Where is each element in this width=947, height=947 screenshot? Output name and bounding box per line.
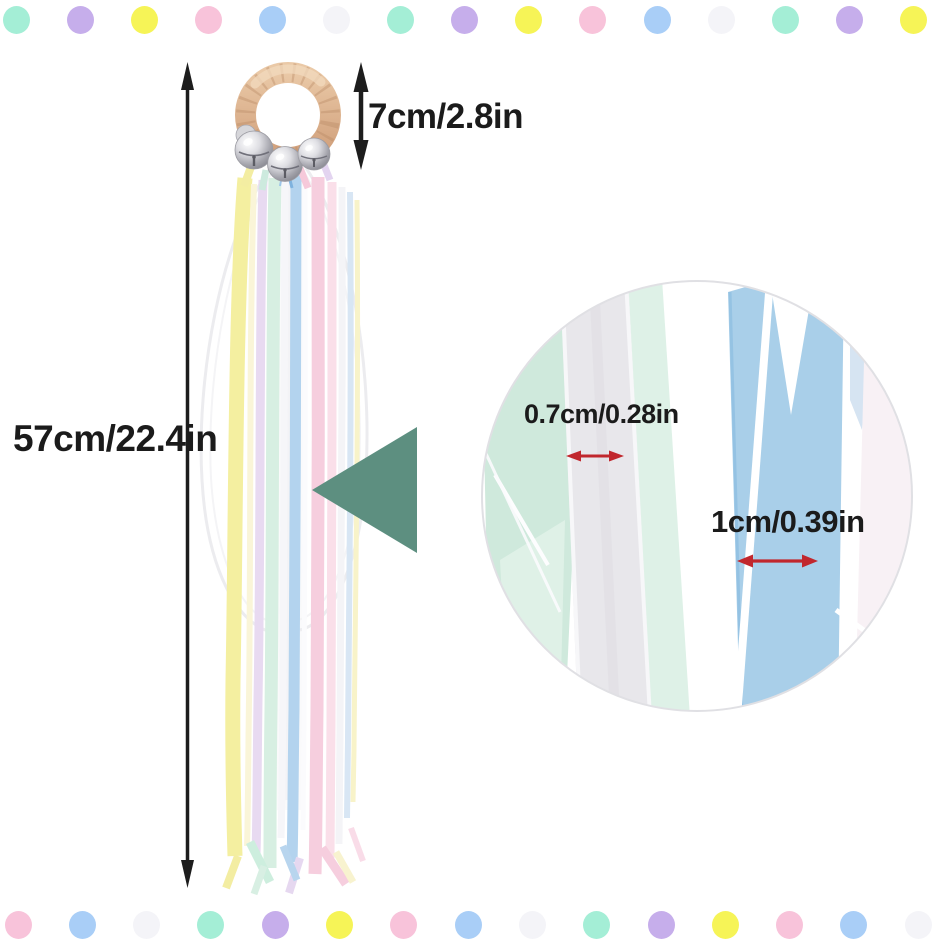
pastel-dot [454,911,482,939]
pastel-dot [390,911,418,939]
pastel-dot [2,6,30,34]
pastel-dot [4,911,32,939]
ring-height-arrow-icon [353,62,369,170]
zoom-pointer-triangle [312,427,417,553]
zoom-detail-circle [481,280,913,712]
pastel-dot [323,6,350,34]
pastel-dot [387,6,415,34]
length-arrow-icon [181,62,194,888]
pastel-dot [647,911,675,939]
pastel-dot [583,911,611,939]
ribbon-ends [222,826,366,896]
pastel-dot [776,911,804,939]
pastel-dot [711,911,739,939]
pastel-dot [904,911,932,939]
total-length-label: 57cm/22.4in [13,418,218,459]
pastel-dot [326,911,353,939]
jingle-bell-icon [297,137,331,171]
pastel-dot [707,6,735,34]
pastel-dot [451,6,479,34]
pastel-dot [261,911,289,939]
ribbon-width-large-label: 1cm/0.39in [711,504,865,539]
ribbon-width-small-label: 0.7cm/0.28in [524,399,679,429]
pastel-dot [68,911,96,939]
pastel-dot [194,6,222,34]
pastel-dot [899,6,927,34]
pastel-dot [771,6,799,34]
pastel-dot [840,911,868,939]
ring-size-label: 7cm/2.8in [368,97,524,136]
pastel-dot [643,6,671,34]
measure-arrow-large-icon [737,554,818,568]
jingle-bell-icon [234,130,274,170]
blue-ribbon-closeup [728,281,844,711]
jingle-bell-icon [267,146,303,182]
jingle-bells [234,124,331,182]
pastel-dot [133,911,161,939]
pastel-dot [518,911,546,939]
pastel-dot [66,6,94,34]
pastel-dot [197,911,225,939]
measure-arrow-small-icon [566,450,624,462]
pastel-dot [515,6,543,34]
pastel-dot [835,6,863,34]
pastel-dot [258,6,286,34]
pastel-dot [130,6,158,34]
pastel-dot [579,6,607,34]
ribbon-bundle [199,158,369,896]
